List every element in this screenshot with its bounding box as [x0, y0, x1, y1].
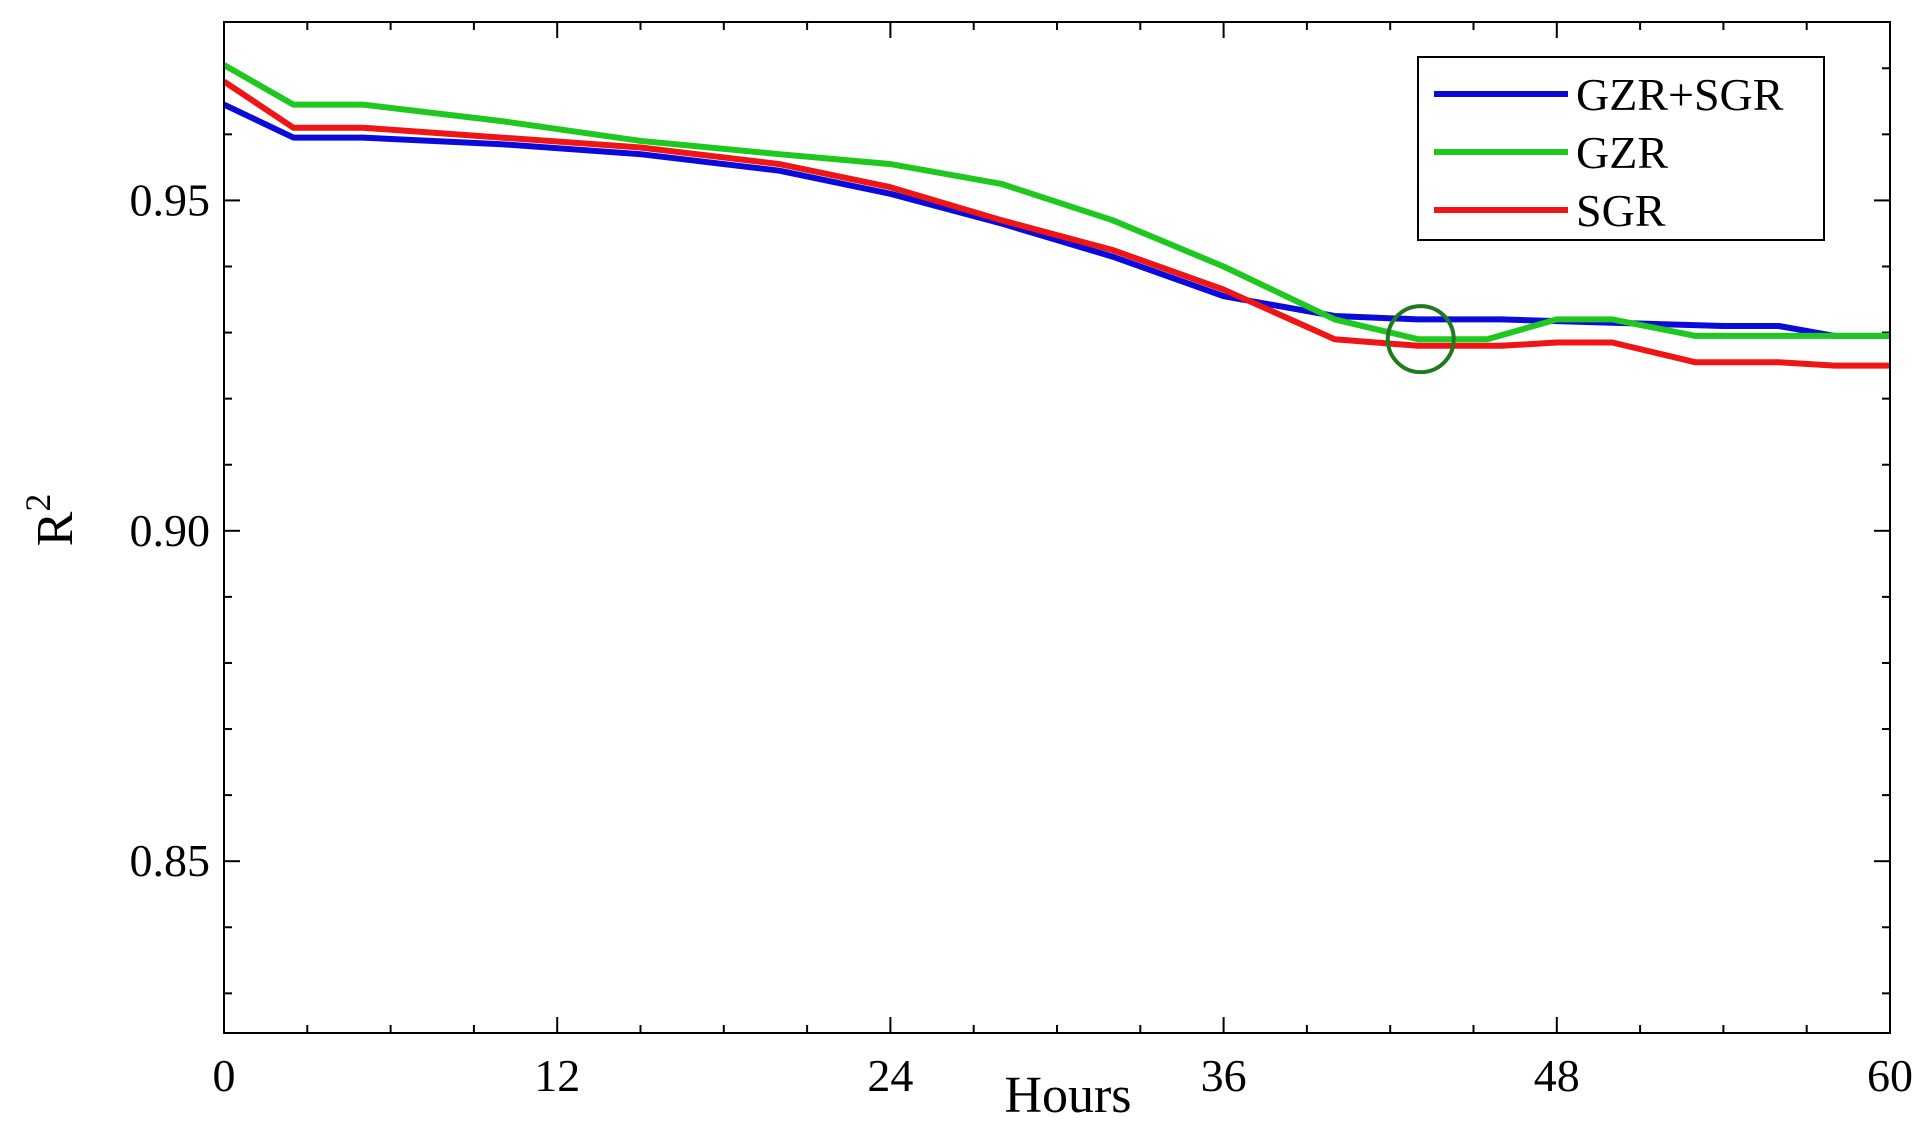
highlight-circle [1385, 304, 1456, 375]
y-tick-label: 0.85 [130, 835, 211, 886]
series-line [222, 101, 1890, 339]
legend: GZR+SGR GZR SGR [1417, 56, 1825, 241]
x-axis-title: Hours [1004, 1067, 1131, 1124]
plot-frame [223, 21, 1891, 1034]
y-axis-title-superscript: 2 [18, 494, 58, 512]
series-line [222, 62, 1890, 343]
legend-label: SGR [1576, 185, 1666, 236]
y-axis-title-base: R [27, 511, 84, 546]
x-tick-label: 24 [867, 1050, 913, 1101]
series-lines [222, 62, 1890, 369]
series-line [222, 79, 1890, 369]
y-axis-title: R2 [18, 494, 84, 547]
legend-label: GZR [1576, 127, 1668, 178]
x-tick-label: 60 [1867, 1050, 1913, 1101]
x-tick-label: 12 [534, 1050, 580, 1101]
x-tick-label: 0 [213, 1050, 236, 1101]
x-tick-label: 36 [1201, 1050, 1247, 1101]
y-tick-label: 0.90 [130, 505, 211, 556]
legend-label: GZR+SGR [1576, 69, 1784, 120]
x-tick-label: 48 [1534, 1050, 1580, 1101]
y-tick-label: 0.95 [130, 174, 211, 225]
axis-ticks [223, 22, 1891, 1033]
annotations [1385, 304, 1456, 375]
tick-labels: 0 12 24 36 48 60 0.85 0.90 0.95 [130, 174, 1914, 1101]
